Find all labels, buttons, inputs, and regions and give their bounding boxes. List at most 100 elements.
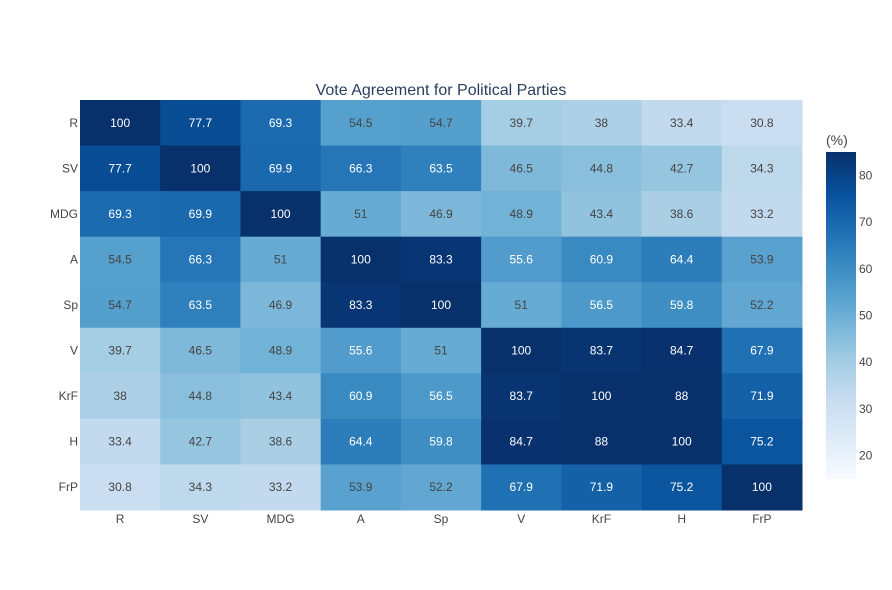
cell-value-label: 38: [595, 116, 609, 130]
cell-value-label: 83.3: [349, 298, 373, 312]
heatmap-cell: [240, 327, 322, 374]
heatmap-cell: [160, 145, 241, 192]
cell-value-label: 34.3: [189, 480, 213, 494]
colorbar-title: (%): [826, 132, 848, 148]
cell-value-label: 60.9: [349, 389, 373, 403]
cell-value-label: 100: [672, 435, 692, 449]
heatmap-cell: [721, 236, 803, 283]
cell-value-label: 51: [354, 207, 368, 221]
x-tick-label: SV: [192, 512, 208, 526]
colorbar-tick-label: 60: [859, 262, 873, 276]
cell-value-label: 75.2: [750, 435, 774, 449]
heatmap-cell: [721, 145, 803, 192]
cell-value-label: 67.9: [750, 344, 774, 358]
cell-value-label: 100: [752, 480, 772, 494]
heatmap-cell: [481, 282, 562, 329]
heatmap-cell: [561, 464, 643, 511]
x-tick-label: FrP: [752, 512, 771, 526]
heatmap-cell: [320, 327, 402, 374]
cell-value-label: 48.9: [269, 344, 293, 358]
cell-value-label: 46.9: [429, 207, 453, 221]
cell-value-label: 84.7: [670, 344, 694, 358]
cell-value-label: 43.4: [269, 389, 293, 403]
cell-value-label: 52.2: [750, 298, 774, 312]
heatmap-cell: [240, 282, 322, 329]
cell-value-label: 88: [595, 435, 609, 449]
heatmap-cell: [160, 236, 241, 283]
heatmap-cell: [80, 373, 161, 420]
y-axis-ticks: R SV MDG A Sp V KrF H FrP: [50, 116, 78, 494]
cell-value-label: 46.5: [510, 161, 534, 175]
x-tick-label: V: [517, 512, 525, 526]
cell-value-label: 100: [110, 116, 130, 130]
cell-value-label: 71.9: [590, 480, 614, 494]
cell-value-label: 44.8: [590, 161, 614, 175]
heatmap-cell: [641, 100, 723, 147]
heatmap-cell: [80, 418, 161, 465]
y-tick-label: FrP: [59, 480, 78, 494]
heatmap-cell: [641, 373, 723, 420]
heatmap-cell: [80, 191, 161, 238]
heatmap-cell: [80, 282, 161, 329]
cell-value-label: 75.2: [670, 480, 694, 494]
y-tick-label: Sp: [63, 298, 78, 312]
cell-value-label: 100: [271, 207, 291, 221]
cell-value-label: 54.5: [108, 252, 132, 266]
cell-value-label: 33.4: [670, 116, 694, 130]
cell-value-label: 54.7: [108, 298, 132, 312]
heatmap-cell: [160, 191, 241, 238]
colorbar-tick-label: 50: [859, 309, 873, 323]
cell-value-label: 69.3: [269, 116, 293, 130]
cell-value-label: 55.6: [349, 344, 373, 358]
cell-value-label: 33.4: [108, 435, 132, 449]
cell-value-label: 30.8: [750, 116, 774, 130]
heatmap-cell: [641, 464, 723, 511]
x-tick-label: R: [116, 512, 125, 526]
cell-value-label: 53.9: [750, 252, 774, 266]
cell-value-label: 44.8: [189, 389, 213, 403]
colorbar-tick-label: 40: [859, 355, 873, 369]
x-tick-label: Sp: [434, 512, 449, 526]
cell-value-label: 83.7: [590, 344, 614, 358]
heatmap-cell: [721, 418, 803, 465]
heatmap-cell: [400, 236, 482, 283]
cell-value-label: 30.8: [108, 480, 132, 494]
colorbar-ticks: 20 30 40 50 60 70 80: [859, 168, 873, 462]
cell-value-label: 64.4: [670, 252, 694, 266]
heatmap-cell: [320, 373, 402, 420]
cell-value-label: 59.8: [670, 298, 694, 312]
cell-value-label: 66.3: [189, 252, 213, 266]
y-tick-label: V: [70, 344, 78, 358]
heatmap-cell: [400, 373, 482, 420]
heatmap-cell: [400, 282, 482, 329]
heatmap-cell: [641, 145, 723, 192]
heatmap-cell: [561, 236, 643, 283]
cell-value-label: 43.4: [590, 207, 614, 221]
heatmap-cell: [240, 236, 322, 283]
cell-value-label: 52.2: [429, 480, 453, 494]
cell-value-label: 77.7: [108, 161, 132, 175]
colorbar: [826, 152, 856, 479]
heatmap-cell: [240, 100, 322, 147]
cell-value-label: 83.7: [510, 389, 534, 403]
heatmap-cell: [561, 145, 643, 192]
cell-value-label: 100: [351, 252, 371, 266]
cell-value-label: 46.5: [189, 344, 213, 358]
heatmap-cell: [160, 418, 241, 465]
heatmap-cell: [320, 282, 402, 329]
heatmap-cell: [160, 327, 241, 374]
heatmap-cell: [481, 418, 562, 465]
y-tick-label: SV: [62, 161, 78, 175]
cell-value-label: 56.5: [590, 298, 614, 312]
cell-value-label: 84.7: [510, 435, 534, 449]
heatmap-cell: [320, 418, 402, 465]
heatmap-cell: [80, 327, 161, 374]
cell-value-label: 100: [591, 389, 611, 403]
x-tick-label: H: [677, 512, 686, 526]
cell-value-label: 69.9: [189, 207, 213, 221]
heatmap-cell: [641, 282, 723, 329]
heatmap-cell: [80, 464, 161, 511]
cell-value-label: 38: [113, 389, 127, 403]
y-tick-label: R: [69, 116, 78, 130]
cell-value-label: 56.5: [429, 389, 453, 403]
